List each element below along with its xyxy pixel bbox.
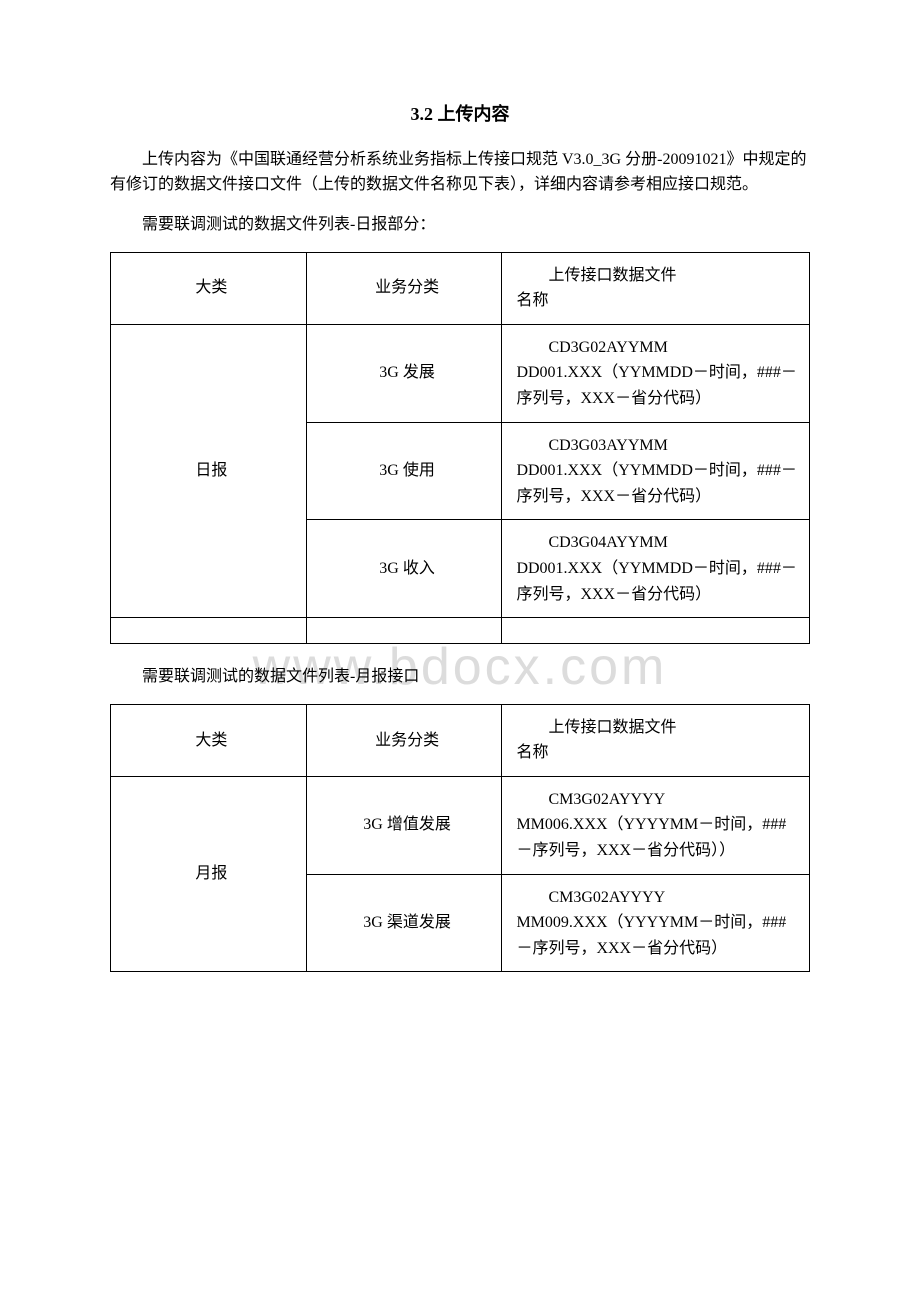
filename-line1: CD3G03AYYMM [516, 433, 801, 459]
header-category: 大类 [111, 252, 307, 324]
cell-subcategory: 3G 渠道发展 [306, 874, 502, 972]
section-heading: 3.2 上传内容 [110, 100, 810, 129]
header-filename: 上传接口数据文件 名称 [502, 704, 810, 776]
empty-cell [111, 618, 307, 644]
header-filename-line2: 名称 [516, 288, 801, 314]
intro-paragraph: 上传内容为《中国联通经营分析系统业务指标上传接口规范 V3.0_3G 分册-20… [110, 147, 810, 198]
table-header-row: 大类 业务分类 上传接口数据文件 名称 [111, 252, 810, 324]
cell-category: 日报 [111, 324, 307, 617]
header-filename-line1: 上传接口数据文件 [516, 715, 801, 741]
daily-list-intro: 需要联调测试的数据文件列表-日报部分： [110, 212, 810, 238]
header-category: 大类 [111, 704, 307, 776]
filename-rest: MM009.XXX（YYYYMM－时间，###－序列号，XXX－省分代码） [516, 910, 801, 961]
cell-subcategory: 3G 发展 [306, 324, 502, 422]
table-row: 日报 3G 发展 CD3G02AYYMM DD001.XXX（YYMMDD－时间… [111, 324, 810, 422]
cell-category: 月报 [111, 776, 307, 972]
cell-filename: CM3G02AYYYY MM009.XXX（YYYYMM－时间，###－序列号，… [502, 874, 810, 972]
monthly-list-intro: 需要联调测试的数据文件列表-月报接口 [110, 664, 810, 690]
cell-subcategory: 3G 增值发展 [306, 776, 502, 874]
header-subcategory: 业务分类 [306, 252, 502, 324]
filename-line1: CM3G02AYYYY [516, 787, 801, 813]
cell-subcategory: 3G 收入 [306, 520, 502, 618]
cell-filename: CD3G02AYYMM DD001.XXX（YYMMDD－时间，###－序列号，… [502, 324, 810, 422]
daily-table: 大类 业务分类 上传接口数据文件 名称 日报 3G 发展 CD3G02AYYMM… [110, 252, 810, 645]
filename-rest: DD001.XXX（YYMMDD－时间，###－序列号，XXX－省分代码） [516, 458, 801, 509]
cell-filename: CM3G02AYYYY MM006.XXX（YYYYMM－时间，###－序列号，… [502, 776, 810, 874]
header-subcategory: 业务分类 [306, 704, 502, 776]
cell-filename: CD3G03AYYMM DD001.XXX（YYMMDD－时间，###－序列号，… [502, 422, 810, 520]
cell-filename: CD3G04AYYMM DD001.XXX（YYMMDD－时间，###－序列号，… [502, 520, 810, 618]
table-empty-row [111, 618, 810, 644]
filename-rest: DD001.XXX（YYMMDD－时间，###－序列号，XXX－省分代码） [516, 556, 801, 607]
header-filename-line1: 上传接口数据文件 [516, 263, 801, 289]
filename-line1: CM3G02AYYYY [516, 885, 801, 911]
header-filename-line2: 名称 [516, 740, 801, 766]
filename-rest: MM006.XXX（YYYYMM－时间，###－序列号，XXX－省分代码）） [516, 812, 801, 863]
empty-cell [306, 618, 502, 644]
cell-subcategory: 3G 使用 [306, 422, 502, 520]
filename-line1: CD3G02AYYMM [516, 335, 801, 361]
filename-rest: DD001.XXX（YYMMDD－时间，###－序列号，XXX－省分代码） [516, 360, 801, 411]
table-row: 月报 3G 增值发展 CM3G02AYYYY MM006.XXX（YYYYMM－… [111, 776, 810, 874]
filename-line1: CD3G04AYYMM [516, 530, 801, 556]
table-header-row: 大类 业务分类 上传接口数据文件 名称 [111, 704, 810, 776]
header-filename: 上传接口数据文件 名称 [502, 252, 810, 324]
empty-cell [502, 618, 810, 644]
monthly-table: 大类 业务分类 上传接口数据文件 名称 月报 3G 增值发展 CM3G02AYY… [110, 704, 810, 973]
